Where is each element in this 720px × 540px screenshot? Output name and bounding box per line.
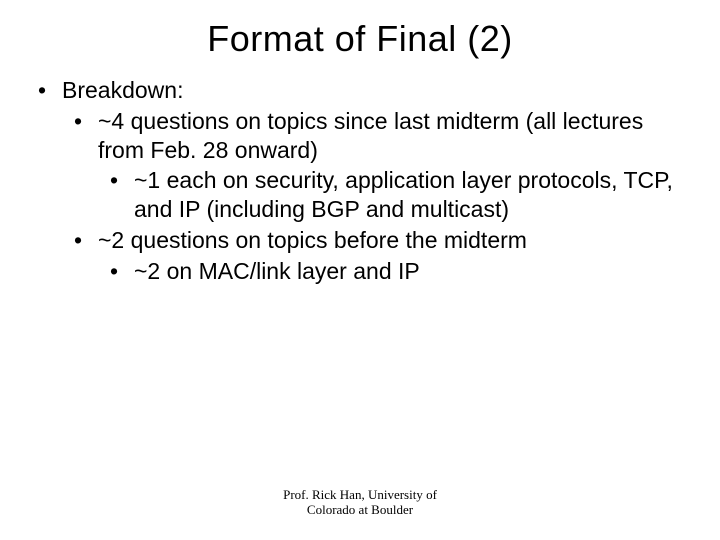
slide-body: Breakdown: ~4 questions on topics since … <box>28 76 692 285</box>
bullet-level2: ~4 questions on topics since last midter… <box>28 107 692 165</box>
slide: Format of Final (2) Breakdown: ~4 questi… <box>0 0 720 540</box>
bullet-text: Breakdown: <box>62 77 183 103</box>
footer-line: Colorado at Boulder <box>0 503 720 518</box>
bullet-level3: ~2 on MAC/link layer and IP <box>28 257 692 286</box>
footer-line: Prof. Rick Han, University of <box>0 488 720 503</box>
bullet-text: ~1 each on security, application layer p… <box>134 167 673 222</box>
bullet-level3: ~1 each on security, application layer p… <box>28 166 692 224</box>
bullet-level1: Breakdown: <box>28 76 692 105</box>
bullet-text: ~4 questions on topics since last midter… <box>98 108 643 163</box>
slide-title: Format of Final (2) <box>28 18 692 60</box>
bullet-level2: ~2 questions on topics before the midter… <box>28 226 692 255</box>
bullet-text: ~2 on MAC/link layer and IP <box>134 258 420 284</box>
bullet-text: ~2 questions on topics before the midter… <box>98 227 527 253</box>
slide-footer: Prof. Rick Han, University of Colorado a… <box>0 488 720 518</box>
